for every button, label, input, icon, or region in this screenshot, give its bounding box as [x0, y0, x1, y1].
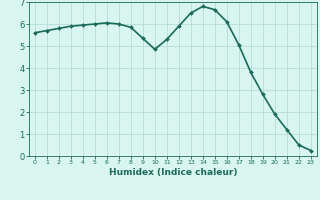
X-axis label: Humidex (Indice chaleur): Humidex (Indice chaleur) — [108, 168, 237, 177]
